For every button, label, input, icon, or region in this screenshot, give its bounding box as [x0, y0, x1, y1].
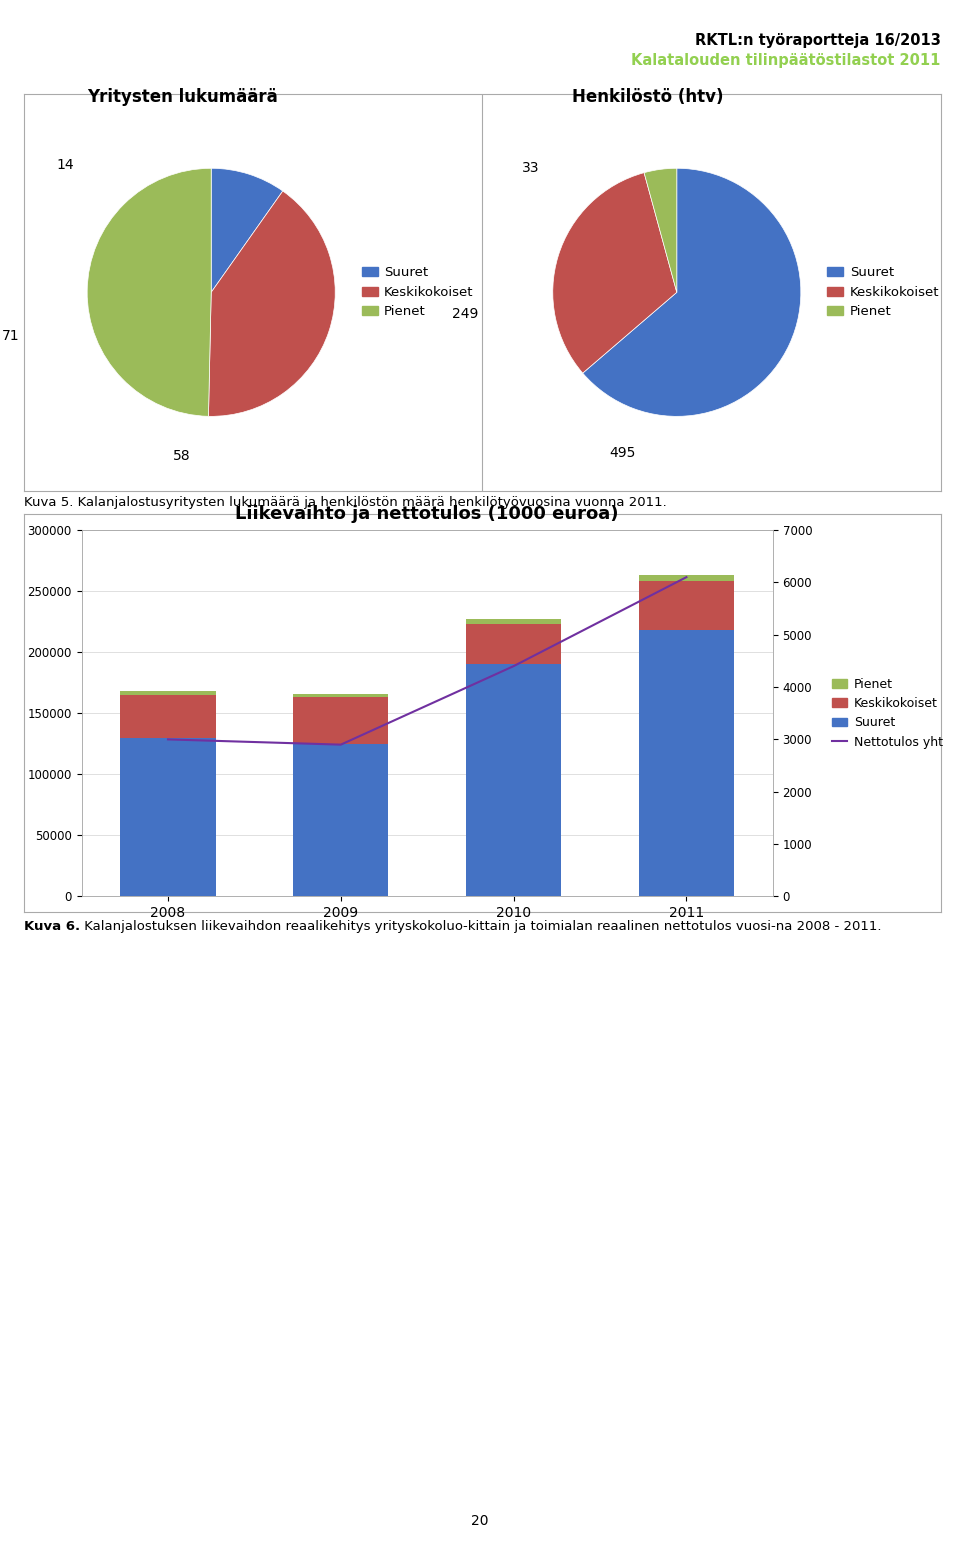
- Bar: [467, 624, 561, 664]
- Text: Kuva 5. Kalanjalostusyritysten lukumäärä ja henkilöstön määrä henkilötyövuosina : Kuva 5. Kalanjalostusyritysten lukumäärä…: [24, 496, 667, 508]
- Bar: [121, 691, 215, 695]
- Wedge shape: [211, 168, 283, 293]
- Bar: [294, 697, 388, 744]
- Bar: [467, 619, 561, 624]
- Bar: [294, 694, 388, 697]
- Wedge shape: [644, 168, 677, 293]
- Legend: Pienet, Keskikokoiset, Suuret, Nettotulos yht: Pienet, Keskikokoiset, Suuret, Nettotulo…: [828, 673, 948, 753]
- Bar: [467, 664, 561, 896]
- Wedge shape: [553, 173, 677, 373]
- Bar: [121, 695, 215, 737]
- Bar: [639, 630, 734, 896]
- Bar: [639, 575, 734, 582]
- Title: Liikevaihto ja nettotulos (1000 euroa): Liikevaihto ja nettotulos (1000 euroa): [235, 505, 619, 522]
- Bar: [639, 582, 734, 630]
- Wedge shape: [87, 168, 211, 416]
- Text: 14: 14: [57, 157, 74, 171]
- Bar: [121, 737, 215, 896]
- Text: Kalatalouden tilinpäätöstilastot 2011: Kalatalouden tilinpäätöstilastot 2011: [632, 53, 941, 69]
- Text: Kalanjalostuksen liikevaihdon reaalikehitys yrityskokoluo­kittain ja toimialan r: Kalanjalostuksen liikevaihdon reaalikehi…: [80, 920, 881, 932]
- Text: Kuva 6.: Kuva 6.: [24, 920, 80, 932]
- Wedge shape: [583, 168, 801, 416]
- Legend: Suuret, Keskikokoiset, Pienet: Suuret, Keskikokoiset, Pienet: [822, 260, 945, 324]
- Bar: [294, 744, 388, 896]
- Text: 71: 71: [2, 329, 19, 343]
- Wedge shape: [208, 192, 335, 416]
- Text: 33: 33: [522, 161, 540, 175]
- Title: Yritysten lukumäärä: Yritysten lukumäärä: [86, 87, 277, 106]
- Text: 20: 20: [471, 1514, 489, 1528]
- Legend: Suuret, Keskikokoiset, Pienet: Suuret, Keskikokoiset, Pienet: [356, 260, 479, 324]
- Text: 249: 249: [452, 307, 478, 321]
- Title: Henkilöstö (htv): Henkilöstö (htv): [572, 87, 724, 106]
- Text: 58: 58: [173, 449, 191, 463]
- Text: 495: 495: [609, 446, 636, 460]
- Text: RKTL:n työraportteja 16/2013: RKTL:n työraportteja 16/2013: [695, 33, 941, 48]
